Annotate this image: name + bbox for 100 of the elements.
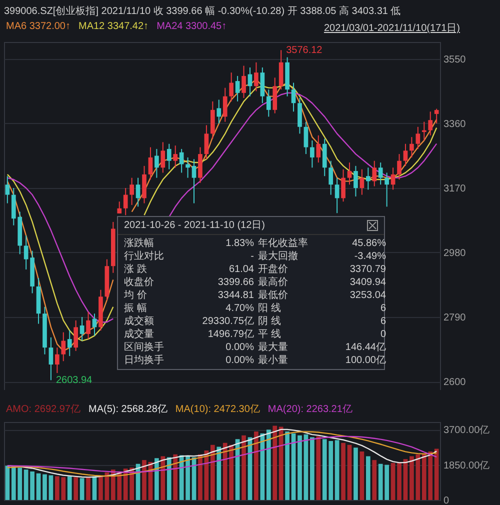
- candlestick: [5, 176, 10, 204]
- annotation: 2603.94: [56, 375, 93, 386]
- candlestick: [74, 320, 78, 352]
- annotation: 0.00%: [224, 341, 254, 354]
- candlestick: [316, 134, 321, 164]
- candlestick: [192, 158, 196, 204]
- annotation: 开盘价: [258, 263, 289, 276]
- annotation: 阳 线: [258, 302, 282, 315]
- annotation: 最高价: [258, 276, 289, 289]
- candlestick: [204, 124, 209, 160]
- bar: [86, 477, 90, 500]
- text: MA(10): 2472.30亿: [175, 403, 260, 416]
- candlestick: [136, 177, 140, 208]
- candlestick: [142, 165, 146, 204]
- candlestick: [428, 111, 433, 136]
- bar: [254, 432, 258, 500]
- bar: [67, 476, 72, 500]
- candlestick: [304, 121, 308, 155]
- bar: [142, 460, 146, 500]
- bar: [74, 477, 78, 500]
- annotation: 最低价: [258, 289, 289, 302]
- annotation: 6: [379, 302, 386, 315]
- candlestick: [210, 100, 215, 140]
- candlestick: [242, 65, 246, 99]
- y-tick-label: 0: [444, 496, 450, 505]
- candlestick: [384, 172, 389, 208]
- y-tick-label: 3550: [444, 54, 466, 66]
- candlestick: [298, 98, 302, 134]
- annotation: 6: [379, 315, 386, 328]
- candlestick: [260, 66, 265, 104]
- candlestick: [80, 316, 84, 342]
- bar: [216, 446, 222, 500]
- candlestick: [266, 89, 271, 118]
- candlestick: [148, 146, 153, 180]
- candlestick: [334, 177, 340, 214]
- annotation: 日均换手: [124, 354, 165, 367]
- bar: [316, 436, 321, 500]
- candlestick: [322, 138, 327, 177]
- candlestick: [354, 165, 358, 197]
- bar: [397, 462, 402, 500]
- annotation: 涨 跌: [124, 263, 148, 276]
- bar: [354, 448, 358, 500]
- annotation: 成交量: [124, 328, 154, 341]
- text: MA(5): 2568.28亿: [88, 403, 168, 416]
- annotation: 3409.94: [348, 276, 386, 289]
- text: MA12 3347.42↑: [78, 21, 149, 32]
- annotation: 年化收益率: [258, 237, 309, 250]
- annotation: 成交额: [124, 315, 155, 328]
- candlestick: [229, 72, 234, 102]
- bar: [80, 478, 84, 500]
- candlestick: [272, 77, 278, 114]
- candlestick: [55, 347, 60, 374]
- chart-title: 399006.SZ[创业板指] 2021/11/10 收 3399.66 幅 -0.30%(-10.28) 开 3388.05 高 3403.31 低: [4, 6, 401, 17]
- candlestick: [434, 108, 439, 124]
- annotation: 3399.66: [216, 276, 254, 289]
- candlestick: [291, 82, 296, 112]
- candlestick: [130, 177, 134, 206]
- candlestick: [166, 143, 172, 170]
- annotation: 最大回撤: [258, 250, 299, 263]
- candlestick: [341, 168, 346, 202]
- bar: [186, 456, 190, 500]
- bar: [36, 473, 41, 500]
- bar: [278, 426, 284, 500]
- candlestick: [198, 146, 202, 184]
- bar: [298, 435, 302, 500]
- bar: [160, 456, 166, 500]
- candlestick: [173, 145, 178, 168]
- bar: [210, 444, 215, 500]
- annotation: 区间换手: [124, 341, 165, 354]
- candlestick: [235, 75, 240, 102]
- bar: [173, 454, 178, 500]
- candlestick: [61, 332, 66, 362]
- annotation: 平 线: [258, 328, 282, 341]
- bar: [98, 475, 103, 500]
- annotation: -3.49%: [353, 250, 386, 263]
- bar: [347, 444, 352, 500]
- candlestick: [92, 313, 97, 336]
- bar: [434, 448, 439, 500]
- annotation: 3576.12: [286, 45, 323, 56]
- candlestick: [416, 126, 420, 150]
- bar: [341, 442, 346, 500]
- text: MA6 3372.00↑: [6, 21, 70, 32]
- bar: [48, 475, 54, 500]
- candlestick: [160, 142, 166, 174]
- y-tick-label: 3360: [444, 118, 466, 130]
- bar: [166, 457, 172, 500]
- bar: [334, 440, 340, 500]
- annotation: 146.44亿: [344, 341, 386, 354]
- text: 2021-10-26 - 2021-11-10 (12日): [124, 219, 266, 232]
- bar: [304, 434, 308, 500]
- bar: [272, 426, 278, 500]
- annotation: 3370.79: [348, 263, 386, 276]
- candlestick: [222, 87, 228, 122]
- bar: [5, 466, 10, 500]
- candlestick: [123, 187, 128, 216]
- annotation: 3344.81: [216, 289, 254, 302]
- bar: [372, 460, 377, 500]
- candlestick: [422, 121, 426, 141]
- candlestick: [86, 311, 90, 340]
- candlestick: [67, 330, 72, 357]
